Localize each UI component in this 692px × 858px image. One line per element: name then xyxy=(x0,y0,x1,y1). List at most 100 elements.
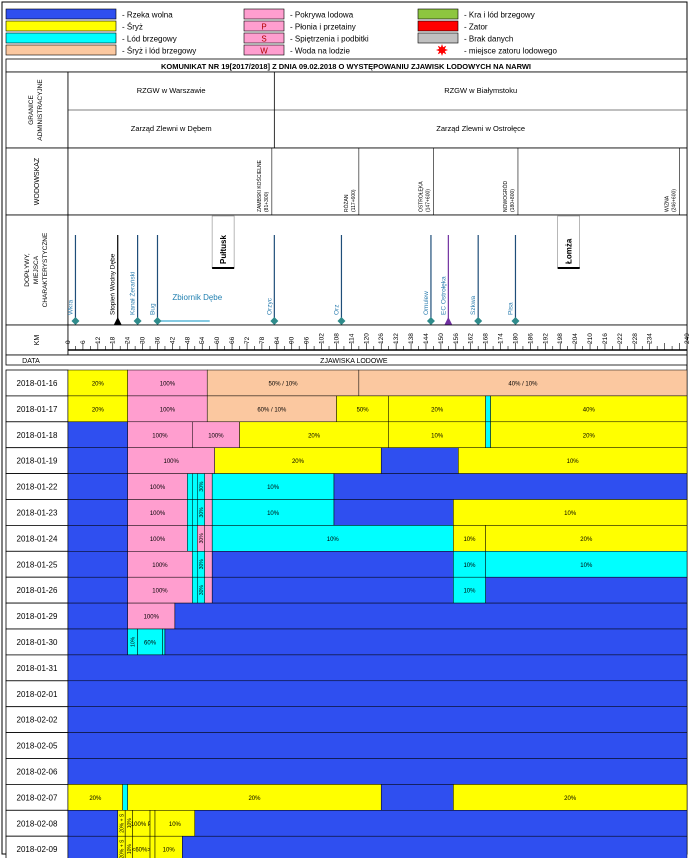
ice-segment-label: 60% / 10% xyxy=(257,407,287,413)
ice-segment xyxy=(67,654,688,682)
km-tick-label: 42 xyxy=(169,336,176,344)
ice-segment xyxy=(182,835,688,858)
date-label: 2018-01-24 xyxy=(17,534,58,543)
legend-label: - Lód brzegowy xyxy=(122,35,177,44)
km-tick-label: 156 xyxy=(453,333,460,344)
ice-segment-label: 10% xyxy=(463,563,476,569)
km-label: KM xyxy=(34,335,41,346)
ice-segment xyxy=(67,835,118,858)
ice-segment xyxy=(485,395,491,423)
gauge-km: (81+300) xyxy=(264,192,270,212)
ice-segment-label: 20% xyxy=(89,796,102,802)
data-row: 2018-01-19 100% 20% 10% xyxy=(5,447,688,475)
ice-segment-label: 100% xyxy=(150,511,166,517)
ice-segment xyxy=(164,628,688,656)
ice-segment xyxy=(67,369,128,397)
ice-segment-label: 10% xyxy=(127,818,133,829)
data-row: 2018-01-30 10% 60% xyxy=(5,628,688,656)
data-row: 2018-01-29 100% xyxy=(5,602,688,630)
legend: - Rzeka wolna - Śryż - Lód brzegowy - Śryż … xyxy=(5,8,557,56)
data-row: 2018-01-22 100% 30% 10% xyxy=(5,473,688,500)
zz-debe: Zarząd Zlewni w Dębem xyxy=(131,124,212,133)
ice-segment-label: 20% xyxy=(92,407,105,413)
tributary-label: Bug xyxy=(149,303,156,315)
km-tick-label: 222 xyxy=(617,333,624,344)
km-tick-label: 12 xyxy=(95,336,102,344)
data-row: 2018-02-06 xyxy=(5,758,688,785)
km-tick-label: 24 xyxy=(125,336,132,344)
ice-segment xyxy=(192,499,198,526)
ice-segment-label: 10% xyxy=(131,636,137,647)
ice-segment-label: 10% xyxy=(564,511,577,517)
ice-segment-label: 20% + S xyxy=(119,813,125,833)
ice-segment xyxy=(194,810,688,837)
ice-segment xyxy=(204,473,213,500)
ice-segment xyxy=(67,758,688,785)
legend-swatch xyxy=(5,44,117,56)
date-label: 2018-02-08 xyxy=(17,819,58,828)
date-cell xyxy=(5,784,69,811)
ice-segment xyxy=(67,473,128,500)
data-row: 2018-01-17 20% 100% 60% / 10% 50% 20% 40% xyxy=(5,395,688,423)
reservoir-label: Zbiornik Dębe xyxy=(172,293,222,302)
date-cell xyxy=(5,473,69,500)
date-label: 2018-01-29 xyxy=(17,612,58,621)
ice-segment xyxy=(211,551,454,578)
ice-segment xyxy=(453,576,486,604)
ice-segment xyxy=(127,525,188,552)
ice-segment-label: 30% xyxy=(199,481,205,492)
km-tick-label: 210 xyxy=(587,333,594,344)
gauge-name: NOWOGRÓD xyxy=(502,181,509,212)
ice-segment-label: 10% xyxy=(267,511,280,517)
gauge-box xyxy=(67,147,688,216)
tributary-diamond-icon xyxy=(71,317,80,325)
ice-segment xyxy=(67,706,688,733)
ice-segment-label: 30% xyxy=(199,507,205,518)
doplywy-label-1: DOPŁYWY, xyxy=(24,253,31,287)
ice-segment xyxy=(453,784,688,811)
km-tick-label: 144 xyxy=(423,333,430,344)
ice-segment-label: 100% xyxy=(152,563,168,569)
ice-segment xyxy=(453,499,688,526)
gauge-name: RÓŻAN xyxy=(343,194,350,212)
ice-segment xyxy=(162,628,166,656)
tributary-diamond-icon xyxy=(511,317,520,325)
km-tick-label: 18 xyxy=(110,336,117,344)
ice-segment xyxy=(211,576,454,604)
ice-segment xyxy=(67,576,128,604)
rzgw-warszawa: RZGW w Warszawie xyxy=(137,86,206,95)
km-tick-label: 162 xyxy=(468,333,475,344)
km-tick-label: 138 xyxy=(408,333,415,344)
legend-label: - Śryż i lód brzegowy xyxy=(122,47,196,56)
legend-code: P xyxy=(261,23,266,32)
ice-segment xyxy=(67,680,688,707)
km-tick-label: 168 xyxy=(483,333,490,344)
ice-segment xyxy=(122,784,128,811)
zz-ostroleka: Zarząd Zlewni w Ostrołęce xyxy=(436,124,525,133)
legend-code: S xyxy=(261,35,266,44)
ice-segment-label: <60%> xyxy=(132,848,152,854)
ice-segment-label: 100% xyxy=(150,485,166,491)
date-cell xyxy=(5,654,69,682)
km-tick-label: 30 xyxy=(140,336,147,344)
legend-swatch xyxy=(417,32,459,44)
gauge-name: ZAMBSKI KOŚCIELNE xyxy=(255,159,263,212)
km-tick-label: 126 xyxy=(378,333,385,344)
ice-segment-label: 20% xyxy=(431,407,444,413)
data-row: 2018-01-16 20% 100% 50% / 10% 40% / 10% xyxy=(5,369,688,397)
ice-segment-label: 20% xyxy=(564,796,577,802)
km-tick-label: 90 xyxy=(289,336,296,344)
km-tick-label: 0 xyxy=(65,340,72,344)
ice-segment-label: 30% xyxy=(199,585,205,596)
ice-segment-label: 100% xyxy=(150,537,166,543)
ice-segment-label: 10% xyxy=(580,563,593,569)
ice-segment-label: 10% xyxy=(169,822,182,828)
granice-label-1: GRANICE xyxy=(28,95,35,125)
ice-segment xyxy=(490,395,688,423)
ice-segment xyxy=(187,473,193,500)
date-cell xyxy=(5,628,69,656)
km-tick-label: 6 xyxy=(80,340,87,344)
gauge-km: (180+800) xyxy=(510,189,516,212)
legend-label: - Płonia i przetainy xyxy=(290,23,356,32)
